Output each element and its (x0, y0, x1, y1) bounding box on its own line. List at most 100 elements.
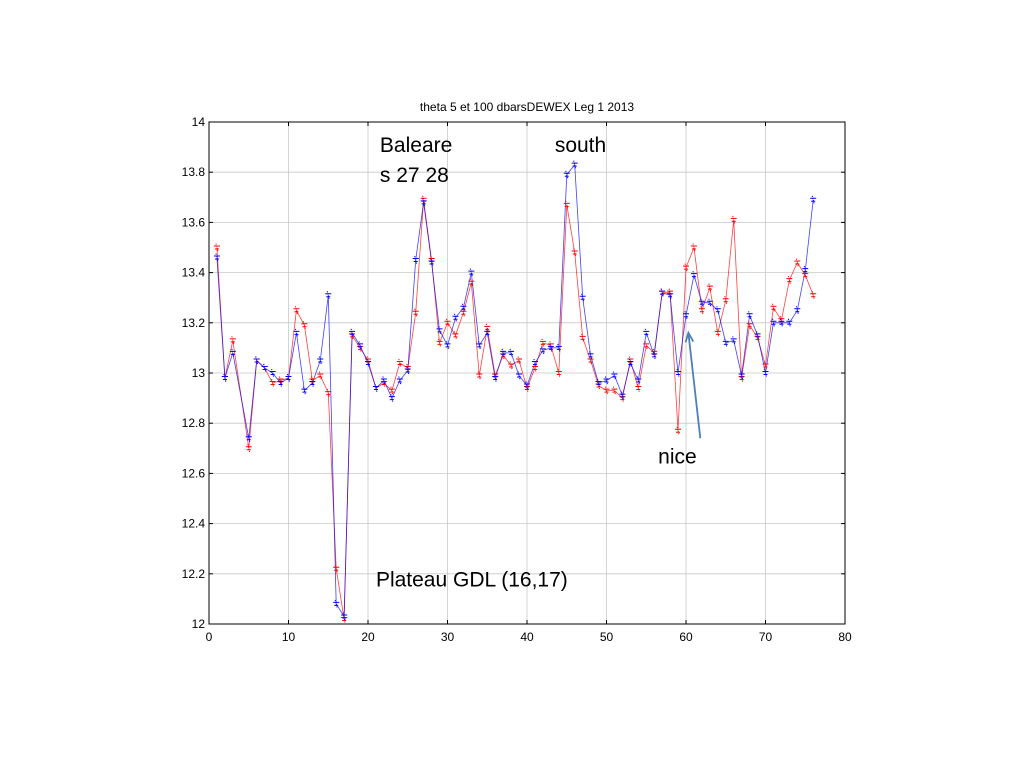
data-point (396, 358, 403, 368)
data-point (213, 243, 220, 252)
data-point (428, 258, 435, 267)
data-point (213, 253, 220, 262)
data-point (460, 303, 467, 312)
data-point (714, 306, 721, 315)
data-point (794, 258, 801, 267)
annotation: south (555, 134, 606, 157)
arrow-head (684, 330, 695, 343)
chart-title: theta 5 et 100 dbarsDEWEX Leg 1 2013 (420, 100, 634, 114)
data-point (635, 383, 642, 393)
x-tick-label: 40 (520, 630, 534, 644)
data-point (539, 346, 546, 355)
data-point (508, 348, 515, 358)
data-point (357, 341, 364, 350)
y-tick-label: 12.2 (182, 567, 206, 581)
data-point (778, 318, 785, 327)
data-point (690, 243, 697, 252)
x-tick-label: 0 (206, 630, 213, 644)
data-point (372, 383, 379, 393)
data-point (388, 386, 395, 395)
data-point (420, 198, 427, 207)
data-point (293, 328, 300, 337)
data-point (404, 366, 411, 375)
y-tick-label: 13 (192, 366, 206, 380)
data-point (762, 361, 769, 370)
arrow (684, 330, 702, 439)
data-point (770, 303, 777, 312)
data-point (698, 298, 705, 307)
data-point (722, 338, 729, 348)
data-point (810, 195, 817, 204)
data-point (229, 336, 236, 345)
data-point (714, 328, 721, 337)
series-line-2 (216, 163, 814, 618)
data-point (468, 268, 475, 277)
data-point (786, 318, 793, 327)
data-point (412, 255, 419, 265)
series-line-1 (216, 199, 814, 620)
y-tick-labels: 12 12.2 12.4 12.6 12.8 13 13.2 13.4 13.6 13.8 14 (182, 115, 206, 631)
data-point (301, 386, 308, 395)
data-point (388, 393, 395, 403)
annotation: nice (658, 445, 697, 468)
data-point (524, 381, 530, 390)
y-tick-label: 13.6 (182, 215, 206, 229)
data-point (436, 338, 443, 348)
data-point (341, 612, 348, 621)
data-point (261, 363, 268, 373)
data-point (611, 386, 618, 395)
data-point (571, 248, 578, 257)
data-point (349, 328, 356, 337)
x-tick-label: 20 (361, 630, 375, 644)
data-point (722, 296, 729, 305)
data-point (579, 333, 586, 342)
annotation: Plateau GDL (16,17) (376, 568, 568, 591)
data-point (452, 331, 459, 340)
data-point (762, 368, 769, 378)
data-point (770, 318, 777, 327)
x-tick-label: 70 (759, 630, 773, 644)
data-point (500, 348, 507, 358)
y-tick-label: 12.4 (182, 517, 206, 531)
data-point (627, 358, 634, 368)
data-point (698, 306, 705, 315)
data-point (516, 371, 523, 380)
data-point (531, 358, 538, 368)
data-point (245, 444, 252, 453)
data-point (444, 318, 451, 327)
data-point (706, 298, 713, 307)
data-point (611, 371, 618, 380)
data-point (325, 388, 332, 398)
data-point (476, 341, 483, 350)
data-point (595, 378, 602, 388)
data-point (746, 311, 753, 320)
series-group (213, 160, 817, 624)
y-tick-label: 13.2 (182, 316, 206, 330)
data-point (683, 311, 689, 320)
data-point (229, 348, 236, 358)
data-point (309, 378, 316, 388)
data-point (643, 341, 650, 350)
x-tick-label: 80 (838, 630, 852, 644)
data-point (468, 278, 475, 287)
data-point (539, 338, 546, 348)
y-tick-label: 12 (192, 617, 206, 631)
axis-ticks (208, 121, 846, 625)
x-tick-label: 50 (600, 630, 614, 644)
data-point (516, 356, 523, 365)
data-point (547, 343, 554, 353)
data-point (412, 308, 419, 317)
x-tick-labels: 0 10 20 30 40 50 60 70 80 (206, 630, 852, 644)
data-point (675, 426, 682, 435)
data-point (245, 434, 252, 443)
data-point (603, 386, 610, 395)
data-point (285, 373, 292, 383)
data-point (531, 363, 538, 373)
data-point (730, 336, 737, 345)
y-tick-label: 13.8 (182, 165, 206, 179)
annotation: s 27 28 (380, 164, 449, 187)
data-point (675, 368, 682, 378)
data-point (317, 356, 324, 365)
data-point (587, 356, 594, 365)
